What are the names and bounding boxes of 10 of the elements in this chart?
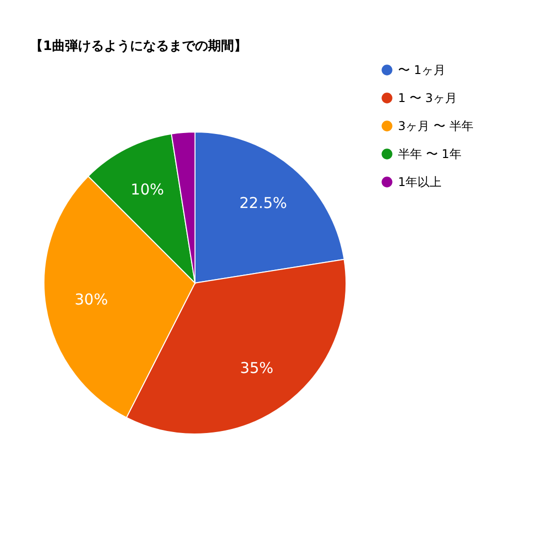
legend-label: 1年以上 — [398, 175, 442, 189]
legend-label: 3ヶ月 〜 半年 — [398, 119, 474, 133]
legend-label: 〜 1ヶ月 — [398, 63, 446, 77]
legend-label: 半年 〜 1年 — [398, 147, 462, 161]
data-label: 35% — [240, 358, 274, 377]
chart-title: 【1曲弾けるようになるまでの期間】 — [30, 38, 248, 54]
data-label: 22.5% — [239, 194, 288, 212]
legend-label: 1 〜 3ヶ月 — [398, 91, 457, 105]
data-label: 30% — [74, 290, 108, 308]
data-label: 10% — [130, 180, 164, 198]
